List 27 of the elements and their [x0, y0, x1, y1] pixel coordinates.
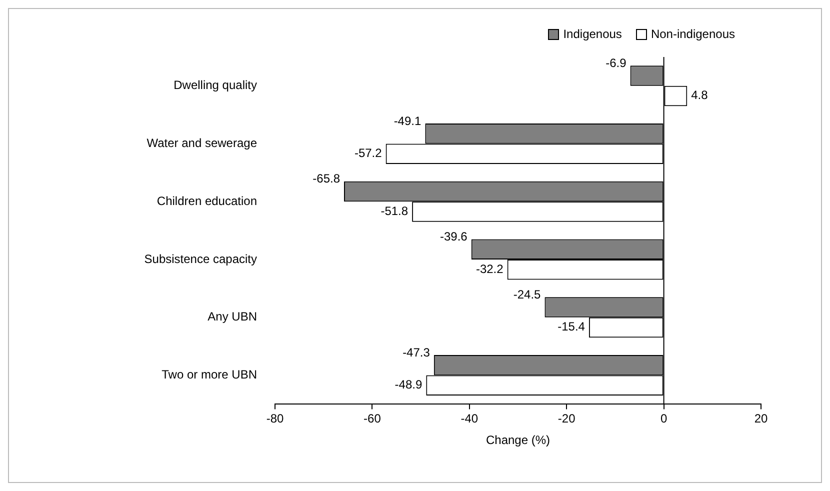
text: Non-indigenous — [650, 27, 735, 41]
data-label: -57.2 — [354, 146, 382, 160]
y-tick-label: Dwelling quality — [174, 78, 257, 92]
data-label: 4.8 — [691, 88, 708, 102]
data-label: -49.1 — [394, 114, 422, 128]
x-tick-label: 20 — [754, 412, 768, 426]
data-label: -65.8 — [312, 172, 340, 186]
data-label: -15.4 — [558, 320, 586, 334]
y-tick-label: Subsistence capacity — [144, 252, 257, 266]
y-tick-label: Two or more UBN — [162, 368, 257, 382]
y-tick-label: Children education — [156, 194, 257, 208]
x-tick-label: -60 — [364, 412, 382, 426]
data-label: -24.5 — [513, 287, 542, 302]
data-label: -47.3 — [402, 345, 430, 360]
x-tick-label: 0 — [660, 412, 668, 426]
data-label: -51.8 — [380, 204, 408, 218]
data-label: -6.9 — [606, 56, 627, 70]
y-tick-label: Any UBN — [208, 310, 257, 324]
data-label: -48.9 — [394, 378, 422, 392]
x-tick-label: -80 — [266, 412, 284, 426]
y-tick-label: Water and sewerage — [146, 136, 258, 150]
data-label: -39.6 — [440, 230, 468, 244]
x-tick-label: -20 — [558, 412, 576, 426]
x-tick-label: -40 — [460, 412, 478, 426]
x-axis-title: Change (%) — [486, 433, 550, 448]
legend-label: Indigenous — [563, 27, 622, 41]
data-label: -32.2 — [476, 262, 504, 276]
